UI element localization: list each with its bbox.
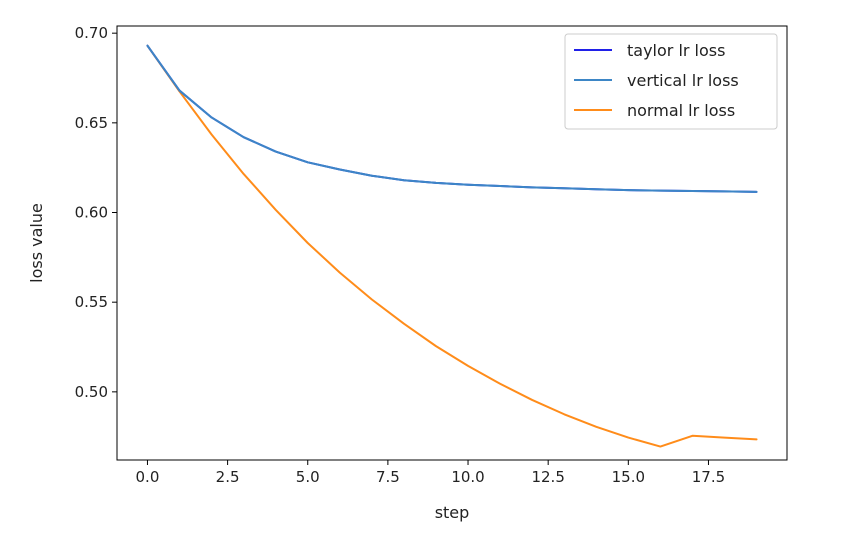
x-tick-label: 15.0: [612, 468, 645, 486]
x-tick-label: 12.5: [531, 468, 564, 486]
legend-entry-label: normal lr loss: [627, 101, 735, 120]
ticks-layer: 0.0 2.5 5.0 7.5 10.0 12.5 15.0 17.5 0.50 0.55 0.60…: [75, 24, 726, 486]
legend-items: taylor lr loss vertical lr loss normal lr …: [574, 41, 739, 120]
plot-area-frame: [116, 25, 788, 461]
y-tick-label: 0.60: [75, 204, 108, 222]
x-tick-label: 2.5: [216, 468, 240, 486]
y-tick-label: 0.55: [75, 293, 108, 311]
legend-box: [564, 33, 778, 130]
x-tick-label: 5.0: [296, 468, 320, 486]
series-layer: [146, 44, 758, 448]
legend-entry-label: vertical lr loss: [627, 71, 739, 90]
x-tick-label: 0.0: [136, 468, 160, 486]
series-line-vertical-lr-loss: [146, 44, 758, 193]
x-axis-label: step: [435, 503, 470, 522]
legend-entry-label: taylor lr loss: [627, 41, 725, 60]
y-tick-label: 0.70: [75, 24, 108, 42]
series-line-normal-lr-loss: [146, 44, 758, 448]
x-tick-label: 17.5: [692, 468, 725, 486]
y-tick-label: 0.50: [75, 383, 108, 401]
x-tick-label: 7.5: [376, 468, 400, 486]
y-axis-label: loss value: [27, 203, 46, 283]
y-tick-label: 0.65: [75, 114, 108, 132]
x-tick-label: 10.0: [451, 468, 484, 486]
legend: taylor lr loss vertical lr loss normal lr …: [564, 33, 778, 130]
